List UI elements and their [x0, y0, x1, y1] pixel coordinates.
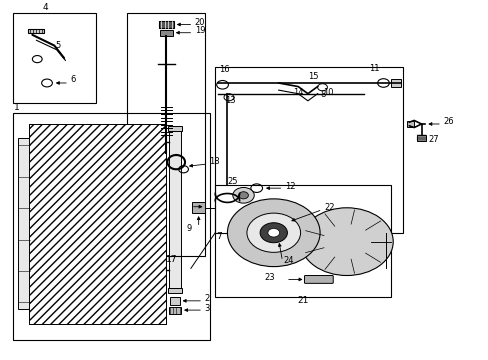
Bar: [159, 21, 173, 28]
Text: 26: 26: [442, 117, 453, 126]
Bar: [215, 67, 402, 233]
Text: 10: 10: [323, 88, 333, 97]
Text: 7: 7: [216, 231, 222, 240]
Bar: [191, 202, 205, 213]
Bar: [406, 121, 413, 127]
Bar: [416, 135, 426, 141]
Text: 15: 15: [307, 72, 318, 81]
Circle shape: [267, 229, 279, 237]
Circle shape: [246, 213, 300, 252]
Text: 11: 11: [368, 64, 379, 73]
Text: 19: 19: [194, 26, 205, 35]
Bar: [215, 185, 390, 297]
Bar: [168, 306, 181, 314]
Bar: [390, 80, 400, 86]
Text: 27: 27: [428, 135, 439, 144]
Bar: [168, 131, 181, 288]
Circle shape: [238, 192, 248, 199]
Text: 5: 5: [56, 41, 61, 50]
Bar: [169, 297, 179, 305]
Text: 23: 23: [264, 273, 274, 282]
Bar: [13, 13, 96, 103]
Text: 9: 9: [186, 224, 192, 233]
Text: 25: 25: [227, 177, 238, 186]
Text: 1: 1: [14, 103, 20, 112]
Text: 14: 14: [293, 87, 303, 96]
Bar: [167, 126, 182, 131]
Text: 8: 8: [320, 90, 325, 99]
Text: 13: 13: [224, 96, 235, 105]
Bar: [18, 138, 30, 309]
Text: 16: 16: [218, 65, 229, 74]
Text: 3: 3: [204, 304, 209, 313]
Text: 20: 20: [194, 18, 205, 27]
FancyBboxPatch shape: [304, 275, 332, 283]
Text: 17: 17: [165, 255, 177, 264]
Text: 2: 2: [204, 294, 209, 303]
Text: 4: 4: [42, 3, 48, 12]
Bar: [28, 29, 44, 33]
Bar: [127, 13, 205, 256]
Circle shape: [232, 188, 254, 203]
Text: 12: 12: [285, 182, 295, 191]
Text: 22: 22: [324, 203, 334, 212]
Bar: [29, 124, 166, 324]
Text: 6: 6: [70, 75, 76, 84]
Bar: [167, 288, 182, 293]
Bar: [13, 113, 210, 340]
Text: 18: 18: [209, 157, 220, 166]
Text: 21: 21: [297, 296, 308, 305]
Bar: [29, 124, 166, 324]
Text: 24: 24: [283, 256, 293, 265]
Circle shape: [260, 223, 287, 243]
Circle shape: [227, 199, 320, 267]
Circle shape: [300, 208, 392, 275]
Bar: [160, 30, 172, 36]
